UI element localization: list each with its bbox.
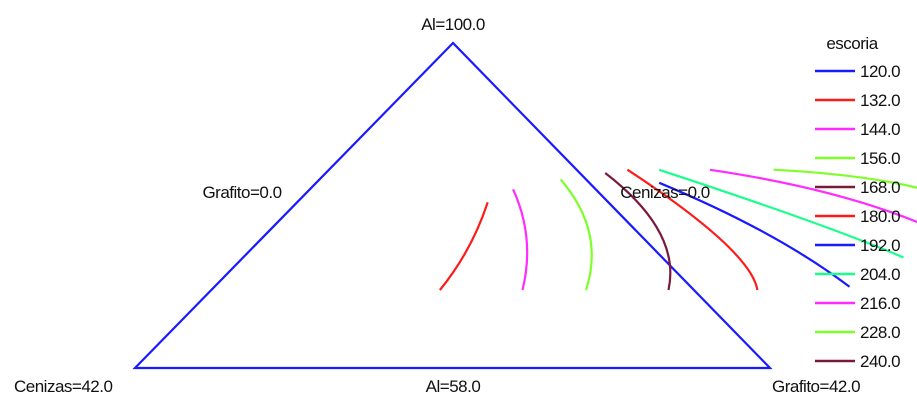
vertex-label-bottom-right: Grafito=42.0 bbox=[772, 377, 860, 396]
contour-180.0 bbox=[626, 168, 759, 291]
contour-204.0 bbox=[658, 168, 904, 259]
legend: escoria 120.0 132.0 144.0 156.0 168.0 180.0 19… bbox=[815, 34, 901, 371]
legend-value-156.0: 156.0 bbox=[860, 149, 900, 168]
legend-value-192.0: 192.0 bbox=[860, 236, 900, 255]
contour-156.0 bbox=[559, 178, 593, 291]
legend-value-120.0: 120.0 bbox=[860, 62, 900, 81]
legend-value-132.0: 132.0 bbox=[860, 91, 900, 110]
edge-label-right: Cenizas=0.0 bbox=[620, 183, 710, 202]
legend-value-216.0: 216.0 bbox=[860, 294, 900, 313]
contour-168.0 bbox=[604, 172, 672, 291]
contour-228.0 bbox=[773, 168, 917, 189]
edge-label-left: Grafito=0.0 bbox=[202, 183, 281, 202]
legend-value-228.0: 228.0 bbox=[860, 323, 900, 342]
vertex-label-bottom-left: Cenizas=42.0 bbox=[14, 377, 112, 396]
ternary-frame bbox=[132, 41, 773, 370]
legend-title: escoria bbox=[826, 34, 878, 53]
edge-label-bottom: Al=58.0 bbox=[426, 377, 481, 396]
legend-value-168.0: 168.0 bbox=[860, 178, 900, 197]
legend-value-180.0: 180.0 bbox=[860, 207, 900, 226]
contour-132.0 bbox=[439, 201, 489, 291]
vertex-label-top: Al=100.0 bbox=[421, 15, 485, 34]
contour-144.0 bbox=[512, 188, 529, 291]
contour-216.0 bbox=[709, 168, 917, 224]
legend-value-144.0: 144.0 bbox=[860, 120, 900, 139]
legend-value-204.0: 204.0 bbox=[860, 265, 900, 284]
legend-value-240.0: 240.0 bbox=[860, 352, 900, 371]
